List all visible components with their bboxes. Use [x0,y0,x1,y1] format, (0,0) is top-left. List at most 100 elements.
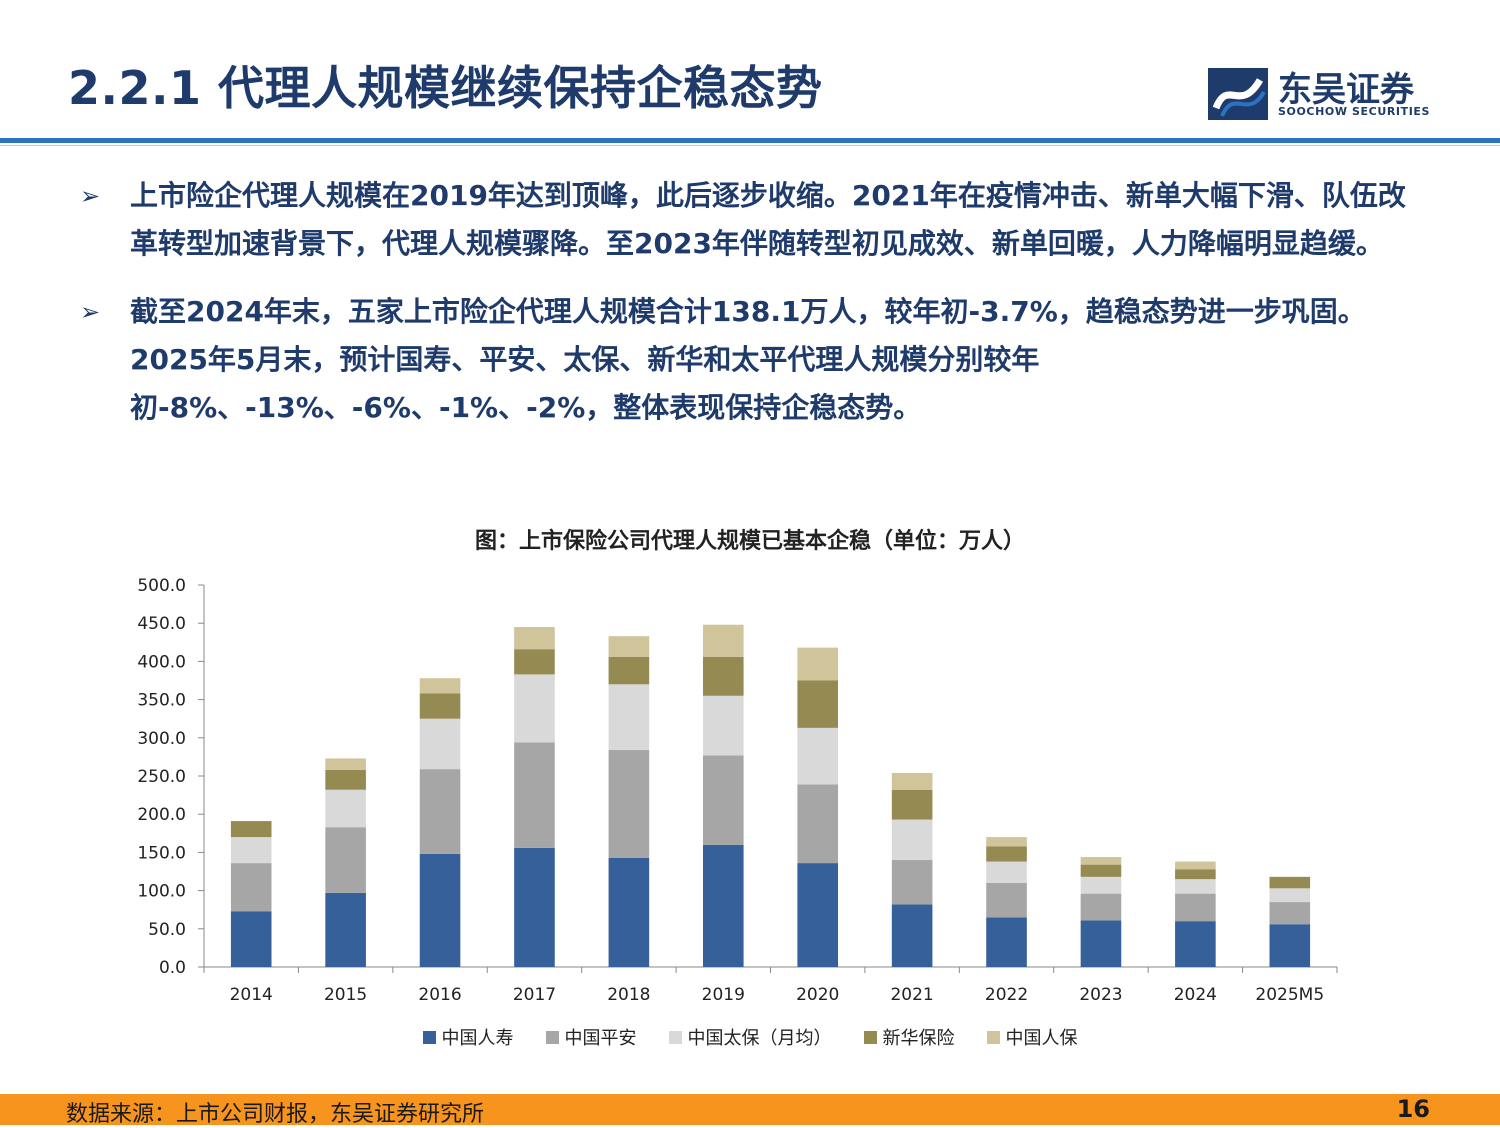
bar-segment [702,755,744,845]
page-number: 16 [1396,1095,1430,1123]
logo-english-name: SOOCHOW SECURITIES [1278,105,1431,118]
x-tick-label: 2021 [890,985,933,1005]
bar-segment [986,882,1027,918]
y-tick-label: 450.0 [137,614,186,634]
y-tick-label: 250.0 [137,767,186,787]
logo: 东吴证券 SOOCHOW SECURITIES [1208,66,1468,122]
legend-swatch [422,1030,436,1044]
bar-segment [514,649,555,675]
bar-segment [1080,856,1122,865]
legend-label: 中国人保 [1005,1028,1078,1049]
bar-segment [702,695,744,756]
legend-swatch [986,1030,1000,1044]
bar-segment [702,656,744,696]
soochow-logo-icon [1208,68,1268,120]
bar-segment [608,750,650,858]
x-tick-label: 2022 [985,985,1028,1005]
x-tick-label: 2024 [1174,985,1217,1005]
bullet-item: ➢ 上市险企代理人规模在2019年达到顶峰，此后逐步收缩。2021年在疫情冲击、… [80,172,1420,268]
bar-segment [986,861,1027,883]
bar-segment [891,904,933,967]
bar-segment [797,727,839,785]
y-tick-label: 50.0 [148,920,186,940]
bar-segment [702,624,744,657]
legend-item: 中国人寿 [422,1024,514,1050]
bar-segment [419,718,461,770]
x-tick-label: 2025M5 [1255,985,1324,1005]
legend-item: 中国太保（月均） [668,1024,832,1050]
bar-segment [514,847,555,967]
x-tick-label: 2016 [418,985,461,1005]
bar-segment [1175,861,1216,870]
bar-segment [891,772,933,790]
bar-segment [419,853,461,967]
bar-segment [986,837,1027,847]
bar-segment [325,892,366,967]
bar-segment [1080,920,1122,967]
header-rule-thin [0,145,1500,146]
footer-bar: 数据来源：上市公司财报，东吴证券研究所 16 [0,1094,1500,1127]
bar-segment [1080,864,1122,877]
bar-segment [230,911,272,967]
bullet-arrow-icon: ➢ [80,182,101,210]
bar-segment [891,819,933,861]
x-tick-label: 2014 [230,985,273,1005]
legend-label: 中国太保（月均） [687,1028,832,1049]
chart-title: 图：上市保险公司代理人规模已基本企稳（单位：万人） [474,529,1025,554]
bullet-arrow-icon: ➢ [80,298,101,326]
bullet-text: 截至2024年末，五家上市险企代理人规模合计138.1万人，较年初-3.7%，趋… [130,295,1366,424]
legend-label: 新华保险 [882,1028,955,1049]
bar-segment [797,863,839,967]
legend-item: 新华保险 [863,1024,955,1050]
y-tick-label: 150.0 [137,843,186,863]
x-tick-label: 2019 [702,985,745,1005]
bar-segment [986,846,1027,862]
stacked-bar-chart: 0.0 50.0 100.0 150.0 200.0 250.0 300.0 350.0 400… [137,576,1338,1005]
bar-segment [1269,888,1311,903]
bullet-item: ➢ 截至2024年末，五家上市险企代理人规模合计138.1万人，较年初-3.7%… [80,288,1420,432]
data-source: 数据来源：上市公司财报，东吴证券研究所 [66,1102,485,1127]
bar-segment [1175,869,1216,880]
logo-name: 东吴证券 [1278,70,1414,110]
bar-segment [1175,893,1216,922]
bar-segment [419,769,461,854]
bar-segment [1080,893,1122,921]
legend-swatch [545,1030,559,1044]
bar-segment [797,784,839,864]
page-title: 2.2.1 代理人规模继续保持企稳态势 [68,61,823,115]
legend-label: 中国人寿 [441,1028,514,1049]
bar-segment [514,742,555,848]
bullet-text: 上市险企代理人规模在2019年达到顶峰，此后逐步收缩。2021年在疫情冲击、新单… [130,179,1406,260]
x-tick-label: 2023 [1079,985,1122,1005]
bar-segment [514,674,555,743]
y-tick-label: 200.0 [137,805,186,825]
bar-segment [1269,876,1311,889]
bar-segment [608,684,650,751]
bar-segment [325,758,366,770]
bullet-list: ➢ 上市险企代理人规模在2019年达到顶峰，此后逐步收缩。2021年在疫情冲击、… [80,172,1420,452]
bar-segment [419,678,461,694]
bar-segment [608,656,650,685]
bar-segment [1175,921,1216,967]
bar-segment [986,917,1027,967]
y-tick-label: 400.0 [137,652,186,672]
bar-segment [514,627,555,650]
legend-item: 中国平安 [545,1024,637,1050]
x-tick-label: 2018 [607,985,650,1005]
bar-segment [891,860,933,905]
bar-segment [891,789,933,820]
legend-label: 中国平安 [564,1028,637,1049]
x-tick-label: 2017 [513,985,556,1005]
legend-item: 中国人保 [986,1024,1078,1050]
bar-segment [325,769,366,790]
y-tick-label: 300.0 [137,729,186,749]
x-tick-label: 2020 [796,985,839,1005]
y-tick-label: 0.0 [159,958,186,978]
bar-segment [1269,902,1311,925]
bar-segment [230,821,272,838]
bar-segment [608,636,650,657]
legend-swatch [863,1030,877,1044]
bar-segment [1269,924,1311,967]
legend-swatch [668,1030,682,1044]
bar-segment [1175,879,1216,894]
